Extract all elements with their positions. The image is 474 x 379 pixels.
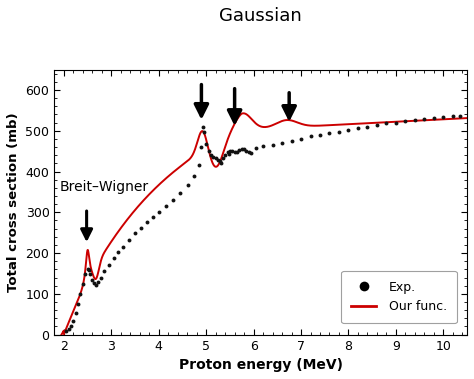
Y-axis label: Total cross section (mb): Total cross section (mb)	[7, 112, 20, 292]
Exp.	[206, 149, 211, 153]
Exp.	[64, 329, 69, 334]
Exp.	[132, 231, 138, 236]
Our func.	[129, 211, 135, 216]
Our func.	[232, 122, 237, 126]
Our func.	[464, 116, 470, 121]
Exp.	[457, 113, 463, 118]
Our func.	[59, 332, 64, 337]
Our func.	[214, 164, 220, 169]
Exp.	[111, 256, 117, 260]
Text: Breit–Wigner: Breit–Wigner	[60, 180, 149, 194]
Exp.	[127, 238, 132, 242]
Exp.	[289, 138, 294, 143]
X-axis label: Proton energy (MeV): Proton energy (MeV)	[179, 358, 343, 372]
Our func.	[105, 245, 110, 249]
Legend: Exp., Our func.: Exp., Our func.	[341, 271, 456, 323]
Our func.	[413, 119, 419, 123]
Line: Our func.: Our func.	[62, 113, 467, 335]
Title: Gaussian: Gaussian	[219, 7, 302, 25]
Our func.	[456, 116, 462, 121]
Our func.	[240, 111, 246, 116]
Line: Exp.: Exp.	[64, 114, 462, 333]
Exp.	[308, 134, 313, 139]
